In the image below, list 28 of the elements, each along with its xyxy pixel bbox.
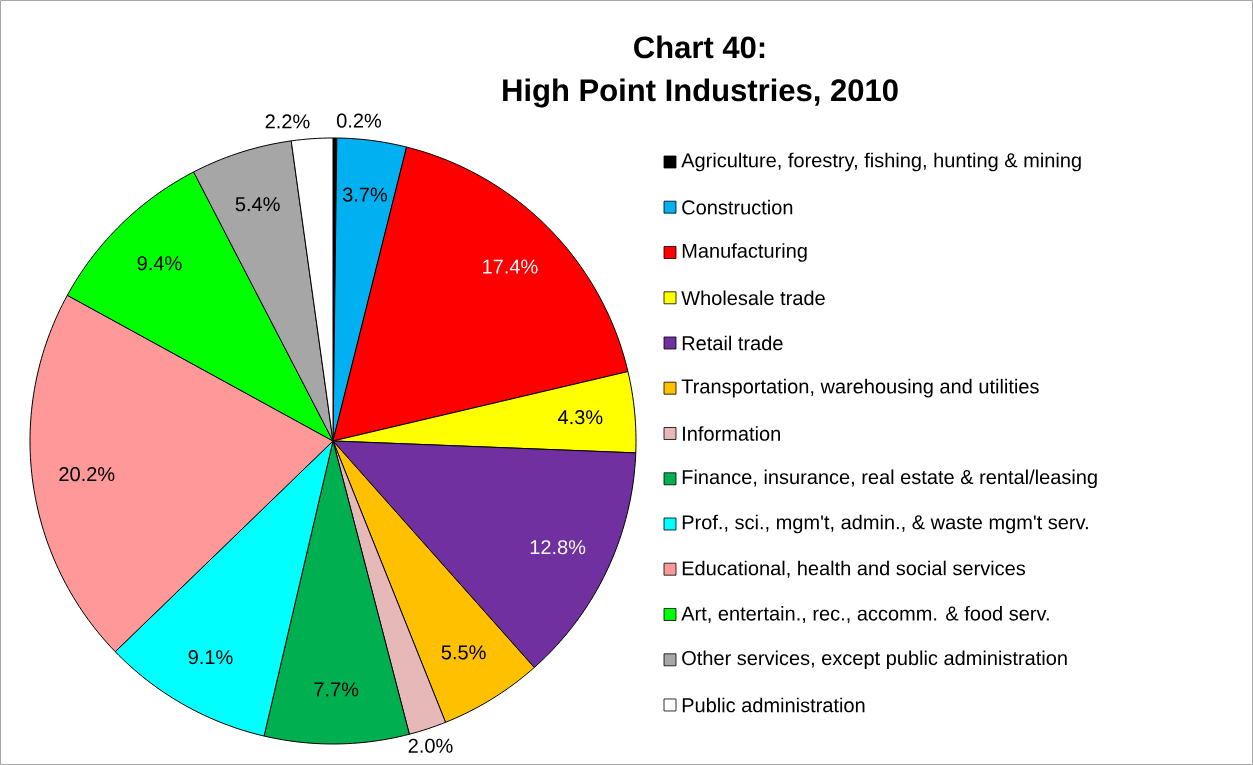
data-label: 3.7% <box>342 187 388 202</box>
legend-label: Prof., sci., mgm't, admin., & waste mgm't serv. <box>682 514 1088 534</box>
data-label: 0.2% <box>336 113 382 128</box>
legend-label: Retail trade <box>682 335 783 351</box>
legend-label: Art, entertain., rec., accomm. & food serv. <box>681 605 1049 624</box>
data-label: 20.2% <box>59 467 115 482</box>
data-label: 5.5% <box>441 645 486 660</box>
data-label: 7.7% <box>314 682 359 697</box>
chart-subtitle: High Point Industries, 2010 <box>503 78 898 108</box>
data-label: 2.0% <box>408 738 453 753</box>
data-label: 2.2% <box>265 114 310 129</box>
legend-label: Agriculture, forestry, fishing, hunting & mining <box>681 152 1081 172</box>
data-label: 9.4% <box>137 256 182 271</box>
legend-label: Transportation, warehousing and utilities <box>681 378 1039 398</box>
data-label: 5.4% <box>235 197 280 212</box>
legend-label: Manufacturing <box>682 243 807 262</box>
data-label: 9.1% <box>188 650 233 665</box>
legend-label: Information <box>683 426 780 441</box>
data-label: 12.8% <box>530 540 586 555</box>
chart-title: Chart 40: <box>634 35 765 59</box>
legend-label: Educational, health and social services <box>682 560 1026 578</box>
legend-label: Finance, insurance, real estate & rental/leasing <box>682 469 1097 489</box>
legend-label: Public administration <box>682 697 865 713</box>
data-label: 17.4% <box>483 259 538 274</box>
legend-label: Other services, except public administration <box>682 650 1067 670</box>
legend-label: Wholesale trade <box>681 290 825 306</box>
data-label: 4.3% <box>557 410 603 425</box>
legend-label: Construction <box>682 199 793 215</box>
